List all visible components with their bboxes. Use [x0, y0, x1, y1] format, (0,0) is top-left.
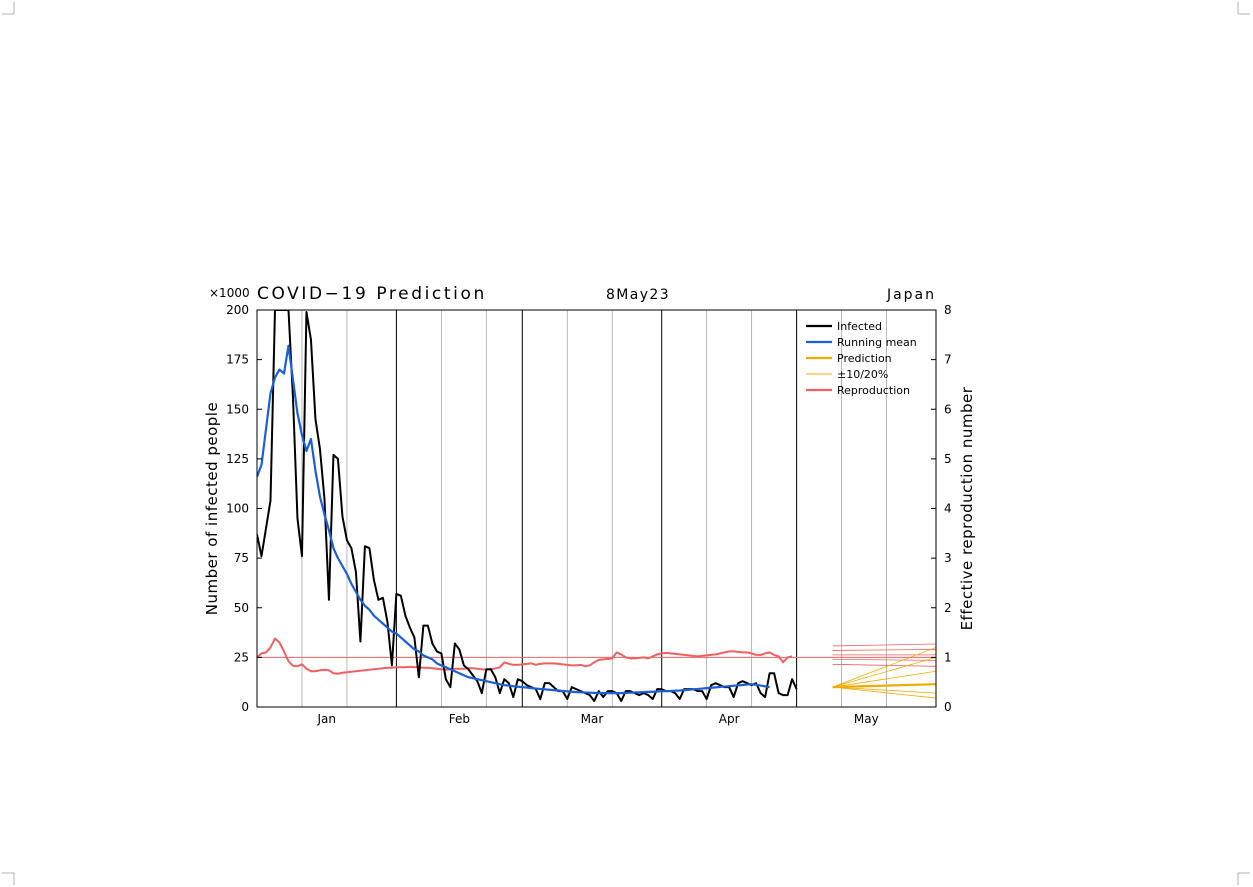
x-tick-label-may: May	[854, 712, 879, 726]
y-right-tick-label: 2	[944, 601, 952, 615]
grid-layer	[257, 310, 936, 707]
prediction-band-line	[832, 656, 936, 688]
y-right-tick-label: 0	[944, 700, 952, 714]
corner-mark-top-right	[1237, 2, 1250, 15]
y-left-tick-label: 175	[226, 353, 249, 367]
x-tick-label-feb: Feb	[449, 712, 470, 726]
legend-label-4: Reproduction	[837, 384, 910, 397]
infected-line	[257, 310, 798, 703]
y-right-tick-label: 8	[944, 303, 952, 317]
legend-label-0: Infected	[837, 320, 882, 333]
prediction-band-line	[832, 686, 936, 694]
running-mean-line	[257, 344, 770, 695]
y-axis-right-label: Effective reproduction number	[958, 386, 976, 630]
chart-region: Japan	[886, 287, 936, 303]
series-layer	[257, 310, 936, 703]
reproduction-scenario-line	[832, 658, 936, 661]
reproduction-scenario-line	[832, 649, 936, 651]
legend-label-1: Running mean	[837, 336, 917, 349]
x-tick-label-jan: Jan	[316, 712, 336, 726]
legend-label-3: ±10/20%	[837, 368, 888, 381]
y-left-tick-label: 0	[241, 700, 249, 714]
y-axis-left-label: Number of infected people	[203, 402, 221, 615]
y-left-tick-label: 200	[226, 303, 249, 317]
prediction-band-line	[832, 670, 936, 688]
corner-mark-bottom-right	[1237, 872, 1250, 885]
legend-label-2: Prediction	[837, 352, 892, 365]
prediction-line	[832, 683, 936, 689]
corner-mark-top-left	[2, 2, 15, 15]
y-right-tick-label: 5	[944, 452, 952, 466]
y-right-tick-label: 7	[944, 353, 952, 367]
x-tick-label-mar: Mar	[581, 712, 604, 726]
y-right-tick-label: 4	[944, 502, 952, 516]
legend: Infected Running mean Prediction ±10/20% Rep…	[806, 320, 917, 397]
x-tick-label-apr: Apr	[719, 712, 740, 726]
y-left-tick-label: 75	[234, 551, 249, 565]
y-left-tick-label: 25	[234, 650, 249, 664]
y-right-tick-label: 6	[944, 402, 952, 416]
chart-date: 8May23	[606, 287, 670, 303]
y-left-tick-label: 50	[234, 601, 249, 615]
y-left-tick-label: 100	[226, 502, 249, 516]
y-right-tick-label: 3	[944, 551, 952, 565]
reproduction-line	[257, 637, 793, 675]
prediction-band-line	[832, 647, 936, 688]
reproduction-scenario-line	[832, 643, 936, 647]
plot-frame	[256, 309, 937, 708]
y-left-tick-label: 125	[226, 452, 249, 466]
axis-layer: Jan Feb Mar Apr May0255075100125150175200012…	[226, 303, 952, 726]
corner-mark-bottom-left	[2, 872, 15, 885]
reproduction-scenario-line	[832, 663, 936, 667]
y-left-tick-label: 150	[226, 402, 249, 416]
multiplier-label: ×1000	[209, 286, 250, 300]
chart-title: COVID−19 Prediction	[257, 284, 487, 304]
prediction-band-line	[832, 686, 936, 699]
y-right-tick-label: 1	[944, 650, 952, 664]
